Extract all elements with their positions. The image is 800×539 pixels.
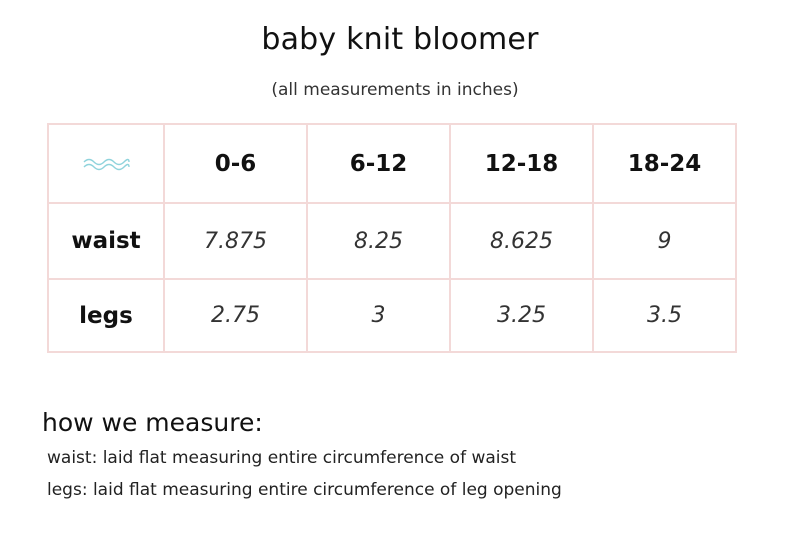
size-header-12-18: 12-18 [449, 123, 594, 204]
legs-value-12-18: 3.25 [449, 278, 594, 353]
wave-icon [83, 158, 130, 170]
row-label-legs: legs [47, 278, 165, 353]
corner-cell [47, 123, 165, 204]
waist-value-18-24: 9 [592, 202, 737, 280]
how-we-measure-heading: how we measure: [42, 408, 263, 437]
how-we-measure-waist: waist: laid flat measuring entire circum… [47, 448, 517, 468]
table-row-legs: legs 2.75 3 3.25 3.5 [47, 278, 737, 353]
size-chart-table: 0-6 6-12 12-18 18-24 waist 7.875 8.25 8.… [47, 123, 737, 353]
size-header-0-6: 0-6 [163, 123, 308, 204]
waist-value-12-18: 8.625 [449, 202, 594, 280]
legs-value-6-12: 3 [306, 278, 451, 353]
table-row-waist: waist 7.875 8.25 8.625 9 [47, 202, 737, 280]
waist-value-0-6: 7.875 [163, 202, 308, 280]
table-header-row: 0-6 6-12 12-18 18-24 [47, 123, 737, 204]
legs-value-18-24: 3.5 [592, 278, 737, 353]
row-label-waist: waist [47, 202, 165, 280]
legs-value-0-6: 2.75 [163, 278, 308, 353]
how-we-measure-legs: legs: laid flat measuring entire circumf… [47, 480, 562, 500]
size-header-18-24: 18-24 [592, 123, 737, 204]
size-header-6-12: 6-12 [306, 123, 451, 204]
page-title: baby knit bloomer [261, 22, 539, 57]
waist-value-6-12: 8.25 [306, 202, 451, 280]
page-subtitle: (all measurements in inches) [271, 80, 519, 100]
